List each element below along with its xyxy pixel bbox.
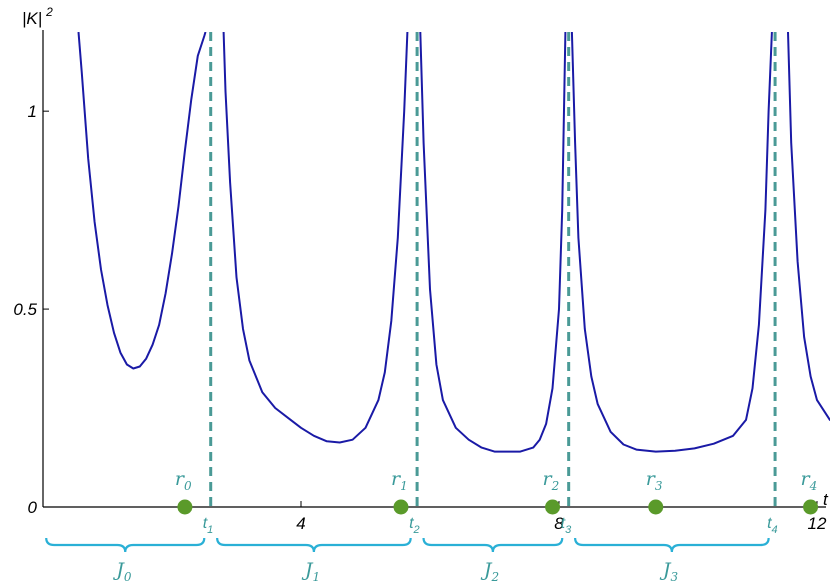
point-label: r4 [801,468,818,493]
interval-brace [45,537,206,553]
point-marker [177,499,193,515]
x-tick-label: 12 [808,514,827,533]
point-marker [803,499,819,515]
plot-area: |K| 2 t 00.51 4 8 12 t1 t2 t3 t4 r0 r1 r2 r3 r4 J0… [13,5,830,583]
dashed-lines: t1 t2 t3 t4 [203,32,778,536]
curve-segment [222,32,409,444]
x-tick-label: 4 [296,514,305,533]
point-marker [393,499,409,515]
point-label: r1 [391,468,408,493]
curve-segment [787,32,830,422]
y-axis-title: |K| 2 [22,5,53,28]
y-tick-label: 1 [28,102,37,121]
y-tick-label: 0 [28,498,38,517]
y-tick-label: 0.5 [13,300,37,319]
point-label: r2 [543,468,560,493]
x-axis-title: t [823,490,829,509]
intervals: J0 J1 J2 J3 [45,537,770,583]
points: r0 r1 r2 r3 r4 [175,468,819,515]
curves [77,32,830,453]
interval-label: J1 [301,559,320,583]
curve-segment [570,32,773,453]
point-label: r3 [646,468,663,493]
threshold-label: t1 [203,515,214,536]
interval-brace [216,537,412,553]
point-label: r0 [175,468,192,493]
interval-brace [422,537,564,553]
threshold-label: t2 [409,515,420,536]
interval-label: J3 [659,559,679,583]
curve-segment [77,32,207,370]
threshold-label: t4 [767,515,778,536]
interval-label: J2 [480,559,499,583]
point-marker [648,499,664,515]
interval-label: J0 [112,559,132,583]
point-marker [545,499,561,515]
interval-brace [574,537,770,553]
threshold-label: t3 [561,515,572,536]
x-ticks: 4 8 12 [296,501,827,533]
x-tick-label: 8 [554,514,564,533]
y-ticks: 00.51 [13,102,49,517]
curve-segment [419,32,567,453]
